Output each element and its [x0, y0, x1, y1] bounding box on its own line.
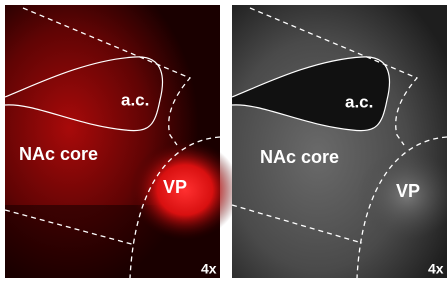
label: VP: [396, 181, 420, 201]
label: NAc core: [260, 147, 339, 167]
grayscale-panel: a.c. NAc core VP 4x: [232, 5, 447, 278]
label: a.c.: [345, 92, 373, 111]
label: NAc core: [19, 144, 98, 164]
label: a.c.: [121, 90, 149, 109]
figure: a.c. NAc core VP 4x a.c. NAc core VP 4x: [0, 0, 447, 282]
fluorescence-panel: a.c. NAc core VP 4x: [5, 5, 240, 278]
magnification: 4x: [201, 261, 217, 277]
label: VP: [163, 177, 187, 197]
magnification: 4x: [428, 261, 444, 277]
